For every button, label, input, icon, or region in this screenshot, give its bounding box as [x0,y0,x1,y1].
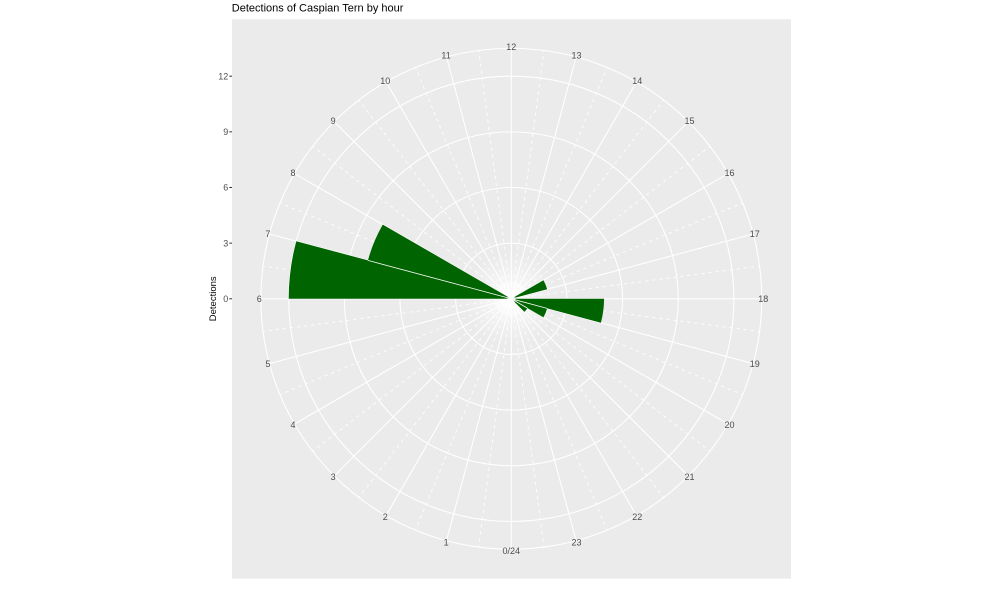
svg-text:12: 12 [506,42,516,52]
svg-text:0/24: 0/24 [503,546,521,556]
svg-text:16: 16 [725,168,735,178]
svg-text:17: 17 [750,229,760,239]
svg-text:2: 2 [383,512,388,522]
svg-text:Detections: Detections [208,276,219,321]
svg-text:20: 20 [725,420,735,430]
svg-text:14: 14 [632,76,642,86]
svg-text:7: 7 [265,229,270,239]
svg-text:6: 6 [223,183,228,193]
svg-text:9: 9 [331,116,336,126]
svg-text:15: 15 [684,116,694,126]
svg-text:22: 22 [632,512,642,522]
svg-text:9: 9 [223,127,228,137]
svg-text:0: 0 [223,294,228,304]
svg-text:10: 10 [380,76,390,86]
svg-text:6: 6 [257,294,262,304]
svg-text:Detections of Caspian Tern by: Detections of Caspian Tern by hour [232,2,404,14]
svg-text:19: 19 [750,359,760,369]
svg-text:3: 3 [223,238,228,248]
svg-text:18: 18 [758,294,768,304]
svg-text:13: 13 [572,51,582,61]
svg-text:21: 21 [684,472,694,482]
svg-text:3: 3 [331,472,336,482]
svg-text:1: 1 [444,537,449,547]
svg-text:23: 23 [572,537,582,547]
svg-text:4: 4 [291,420,296,430]
svg-text:8: 8 [291,168,296,178]
svg-text:12: 12 [218,71,228,81]
svg-text:11: 11 [441,51,450,61]
svg-text:5: 5 [265,359,270,369]
